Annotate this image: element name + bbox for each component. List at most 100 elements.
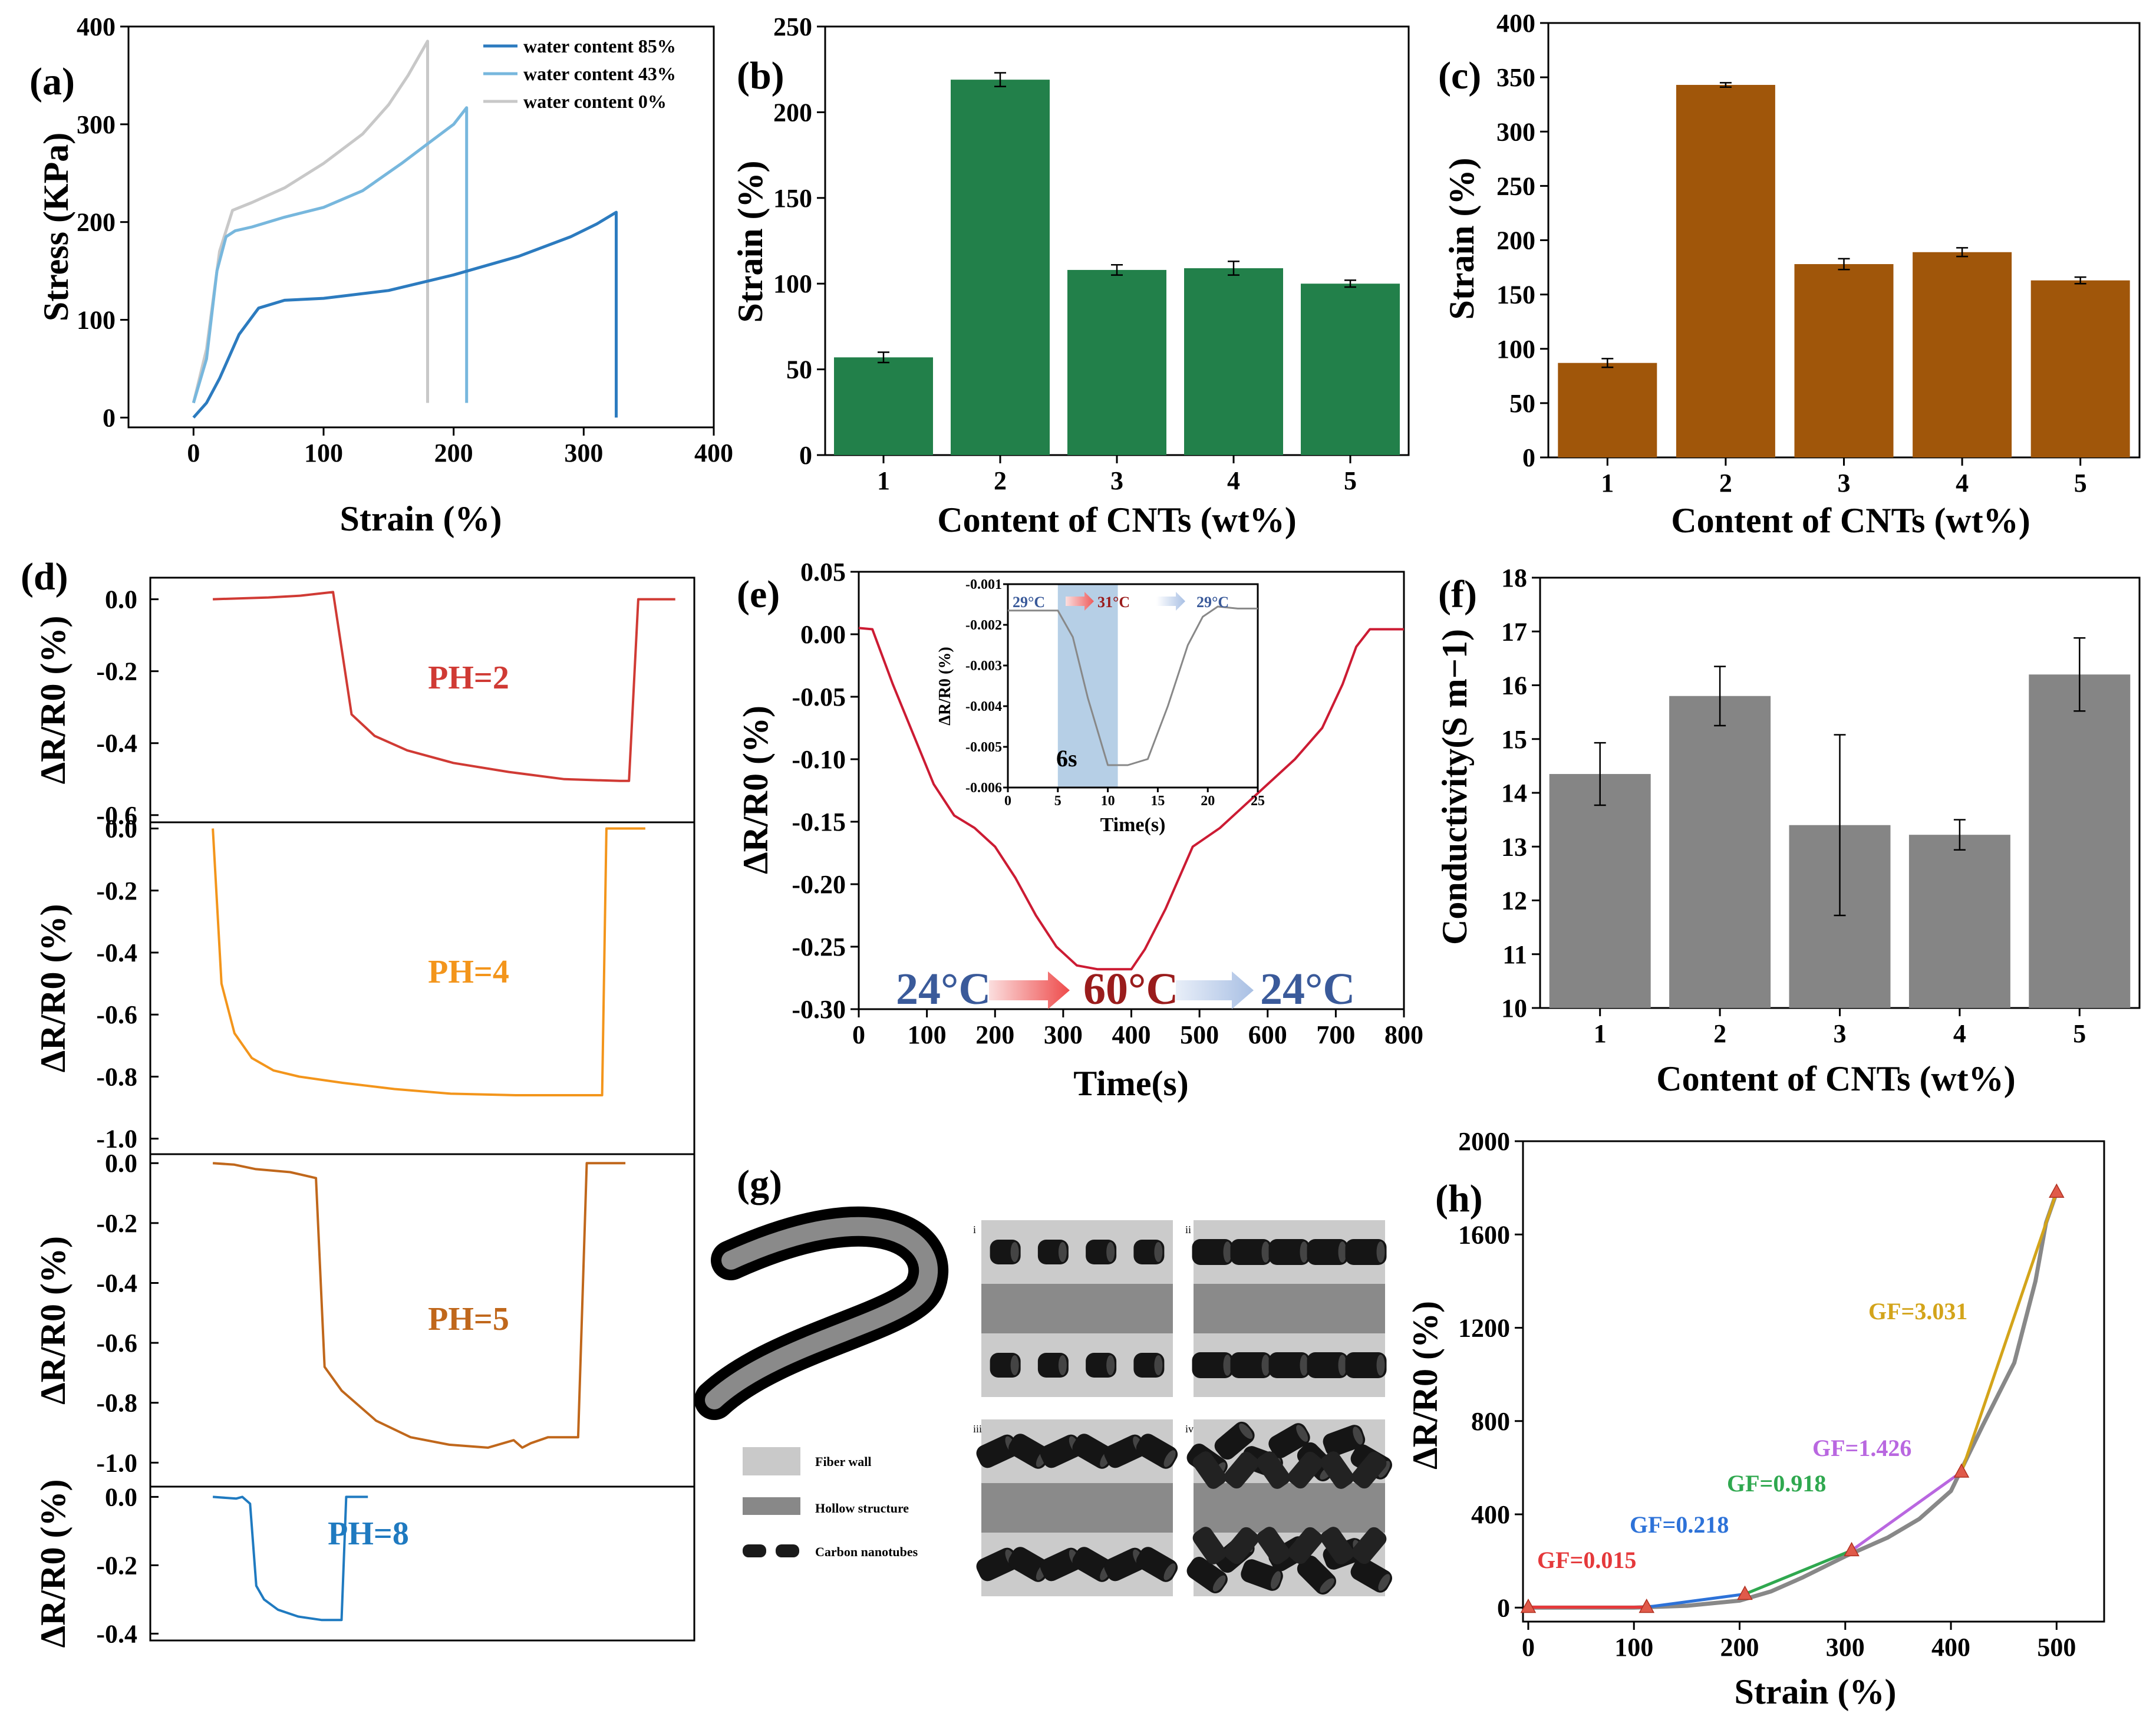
- inset-xlabel: Time(s): [1100, 814, 1166, 836]
- y-tick-label: -0.6: [96, 1329, 137, 1358]
- gf-label-1: GF=0.218: [1630, 1511, 1729, 1538]
- legend-swatch-hollow-structure: [743, 1497, 800, 1515]
- cooling-arrow-icon: [1176, 971, 1254, 1009]
- structure-box-label: ii: [1185, 1224, 1191, 1236]
- panel-a-ylabel: Stress (KPa): [37, 133, 75, 322]
- bar-2: [951, 80, 1050, 455]
- x-tick-label: 300: [1044, 1020, 1083, 1049]
- carbon-nanotube: [1345, 1352, 1387, 1378]
- series-line-wc85: [192, 210, 618, 419]
- panel-b-ylabel: Strain (%): [731, 161, 770, 323]
- x-tick-label: 4: [1227, 466, 1240, 495]
- x-tick-label: 15: [1150, 793, 1165, 809]
- hollow-fiber-illustration: [694, 1206, 949, 1420]
- inset-background: [1008, 584, 1258, 788]
- x-tick-label: 400: [1112, 1020, 1151, 1049]
- carbon-nanotube: [1288, 1527, 1323, 1564]
- carbon-nanotube: [1192, 1239, 1234, 1265]
- gf-label-3: GF=1.426: [1812, 1435, 1911, 1461]
- subplot-frame-2: [149, 1153, 695, 1488]
- gf-segment-2: [1744, 1549, 1852, 1596]
- y-tick-label: 200: [77, 208, 116, 237]
- y-tick-label: -0.003: [965, 658, 1002, 674]
- y-tick-label: 0: [1497, 1593, 1510, 1622]
- carbon-nanotube-end: [1353, 1427, 1363, 1445]
- panel-e: (e) 0.05 0.00 -0.05 -0.10 -0.15 -0.20 -0.25 -0.…: [736, 558, 1423, 1103]
- y-tick-label: 350: [1496, 63, 1535, 92]
- x-tick-label: 400: [1931, 1633, 1970, 1662]
- subplot-ph-label-3: PH=8: [328, 1516, 409, 1552]
- carbon-nanotube-end: [1338, 1355, 1347, 1376]
- carbon-nanotube-end: [1320, 1578, 1334, 1593]
- x-tick-label: 700: [1316, 1020, 1355, 1049]
- y-tick-label: -0.6: [96, 801, 137, 830]
- carbon-nanotube-end: [1261, 1241, 1270, 1263]
- panel-c-xlabel: Content of CNTs (wt%): [1671, 501, 2030, 540]
- x-tick-label: 5: [1054, 793, 1061, 809]
- x-tick-label: 5: [2073, 1019, 2086, 1048]
- panel-b-bars: 1 2 3 4 5: [834, 72, 1400, 495]
- y-tick-label: -0.006: [965, 780, 1002, 796]
- panel-label-g: (g): [737, 1162, 782, 1205]
- carbon-nanotube-end: [1300, 1241, 1308, 1263]
- y-tick-label: -1.0: [96, 1448, 137, 1477]
- inset-heating-arrow-icon: [1066, 592, 1094, 611]
- data-point-triangle: [1737, 1585, 1753, 1600]
- y-tick-label: 0: [103, 403, 116, 432]
- gf-label-4: GF=3.031: [1868, 1298, 1967, 1325]
- carbon-nanotube: [1268, 1239, 1310, 1265]
- carbon-nanotube: [1230, 1352, 1272, 1378]
- bar-2: [1669, 696, 1771, 1008]
- subplot-frame-1: [149, 821, 695, 1155]
- y-tick-label: -0.2: [96, 1209, 137, 1238]
- carbon-nanotube-end: [1239, 1423, 1253, 1439]
- y-tick-label: -0.2: [96, 877, 137, 905]
- y-tick-label: 0.0: [105, 1149, 137, 1178]
- y-tick-label: -0.002: [965, 618, 1002, 633]
- carbon-nanotube: [1320, 1451, 1354, 1489]
- y-tick-label: -0.4: [96, 729, 137, 758]
- y-tick-label: 50: [1509, 389, 1535, 418]
- y-tick-label: 400: [1471, 1500, 1510, 1529]
- inset-series: [1008, 605, 1258, 766]
- y-tick-label: 200: [773, 98, 812, 127]
- y-tick-label: 100: [77, 306, 116, 335]
- subplot-ylabel-3: ΔR/R0 (%): [34, 1480, 72, 1648]
- y-tick-label: 400: [1496, 9, 1535, 38]
- panel-e-temperature-annotation: 24°C 60°C 24°C: [896, 964, 1355, 1014]
- y-tick-label: -0.8: [96, 1389, 137, 1418]
- panel-label-c: (c): [1438, 54, 1481, 97]
- x-tick-label: 100: [1614, 1633, 1653, 1662]
- gf-segment-4: [1960, 1191, 2058, 1472]
- x-tick-label: 200: [1720, 1633, 1759, 1662]
- panel-f-ylabel: Conductivity(S m−1): [1435, 629, 1474, 945]
- temperature-response-line: [858, 627, 1404, 971]
- subplot-frame-0: [149, 576, 695, 823]
- y-tick-label: 17: [1501, 617, 1527, 646]
- inset-frame: [1007, 583, 1259, 789]
- carbon-nanotube: [1257, 1527, 1290, 1564]
- subplot-ylabel-0: ΔR/R0 (%): [34, 616, 72, 785]
- structure-box-label: iii: [973, 1423, 982, 1435]
- y-tick-label: 18: [1501, 564, 1527, 592]
- y-tick-label: 1600: [1458, 1220, 1510, 1249]
- inset-highlight-window: [1057, 584, 1118, 788]
- x-tick-label: 200: [975, 1020, 1014, 1049]
- carbon-nanotube: [1268, 1352, 1310, 1378]
- carbon-nanotube-end: [1212, 1575, 1226, 1592]
- data-point-triangle: [1520, 1598, 1537, 1613]
- x-tick-label: 0: [187, 439, 200, 467]
- panel-e-ticks: 0.050.00-0.05-0.10-0.15-0.20-0.25-0.300 1…: [792, 558, 1423, 1049]
- x-tick-label: 3: [1838, 469, 1851, 498]
- legend-swatch-cnt-2: [776, 1544, 799, 1557]
- panel-g-legend: Fiber wall Hollow structure Carbon nanot…: [743, 1447, 918, 1559]
- y-tick-label: -0.004: [965, 699, 1002, 714]
- carbon-nanotube-end: [1378, 1461, 1390, 1478]
- data-point-triangle: [1639, 1598, 1655, 1613]
- x-tick-label: 2: [994, 466, 1007, 495]
- carbon-nanotube: [1320, 1527, 1354, 1564]
- bar-5: [2029, 674, 2131, 1008]
